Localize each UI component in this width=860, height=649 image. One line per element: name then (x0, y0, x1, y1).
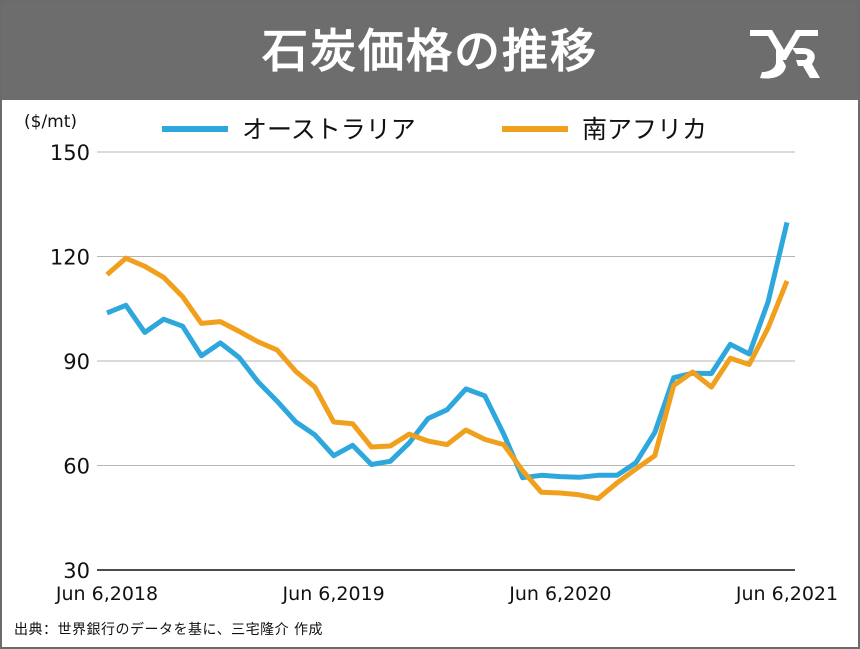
series-line-0 (106, 221, 790, 481)
y-unit-label: ($/mt) (24, 112, 77, 132)
x-tick-label: Jun 6,2021 (735, 583, 838, 605)
y-axis-ticks: 150 120 90 60 30 (50, 141, 90, 583)
legend-label-1: 南アフリカ (582, 115, 707, 144)
x-axis-ticks: Jun 6,2018 Jun 6,2019 Jun 6,2020 Jun 6,2021 (55, 583, 838, 605)
chart-title: 石炭価格の推移 (262, 24, 598, 78)
source-note: 出典：世界銀行のデータを基に、三宅隆介 作成 (14, 622, 324, 638)
x-tick-label: Jun 6,2020 (508, 583, 611, 605)
y-tick-label: 60 (63, 455, 90, 479)
legend-label-0: オーストラリア (242, 115, 416, 144)
title-bar (2, 2, 858, 100)
chart-legend: オーストラリア 南アフリカ (162, 115, 707, 144)
y-tick-label: 120 (50, 246, 90, 270)
chart-series (105, 221, 790, 502)
x-tick-label: Jun 6,2019 (282, 583, 385, 605)
chart-gridlines (97, 151, 795, 571)
series-line-1 (105, 255, 790, 502)
y-tick-label: 150 (50, 141, 90, 165)
y-tick-label: 30 (63, 559, 90, 583)
publisher-logo-icon (750, 30, 820, 79)
y-tick-label: 90 (63, 350, 90, 374)
x-tick-label: Jun 6,2018 (55, 583, 158, 605)
